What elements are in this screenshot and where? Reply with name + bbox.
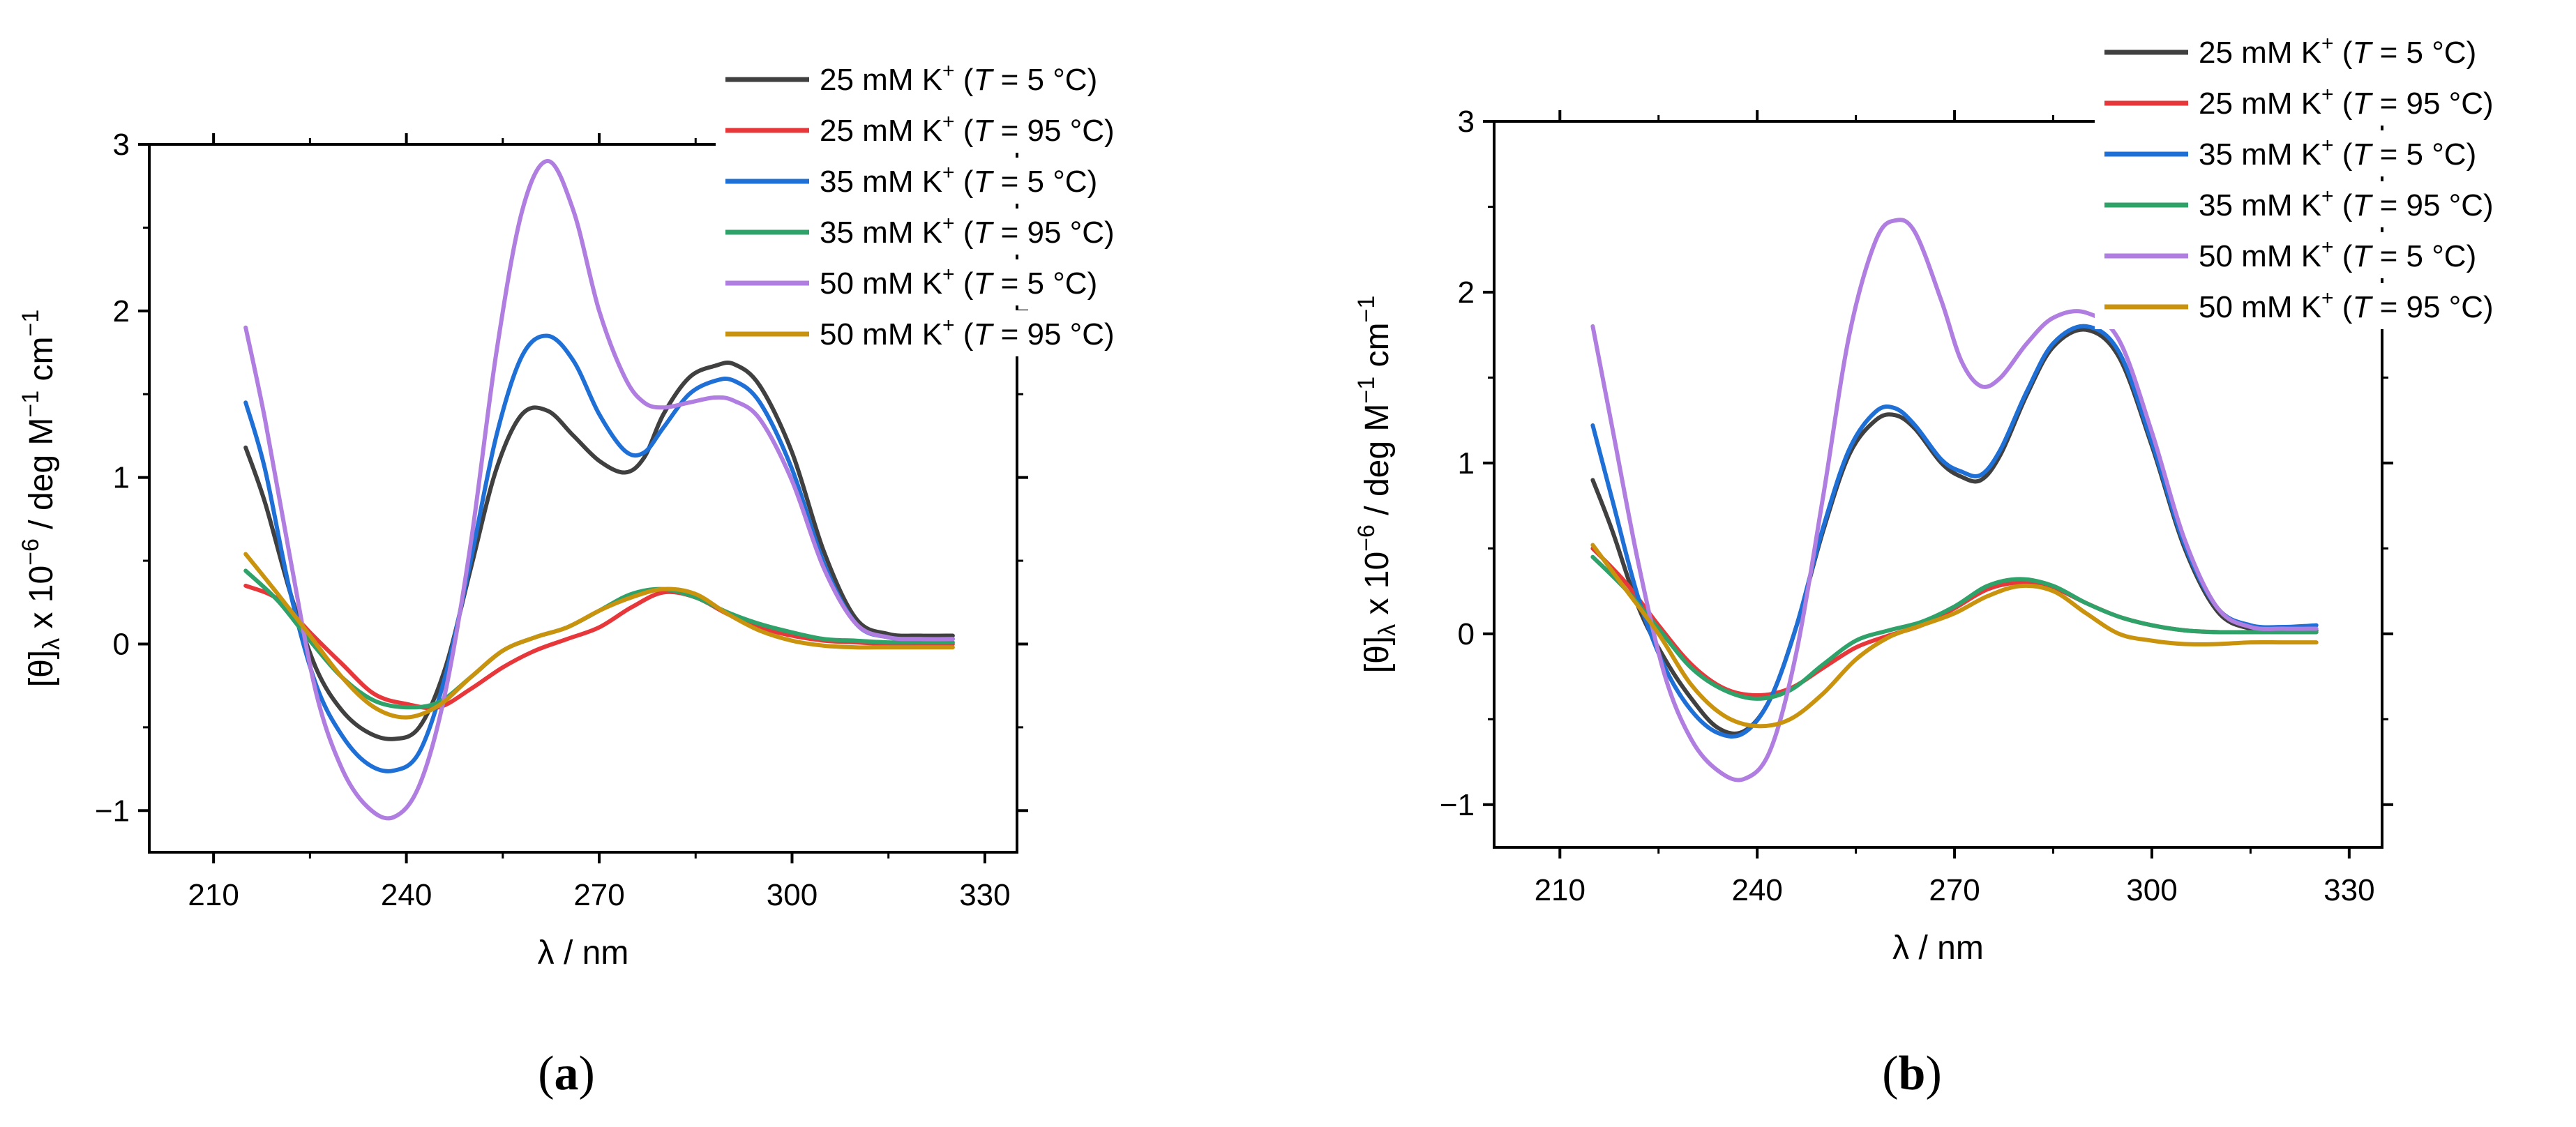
series-line-k35_95 xyxy=(1590,554,2319,701)
x-tick-label: 270 xyxy=(1929,873,1980,907)
axes-frame xyxy=(1493,120,2383,849)
x-tick-label: 210 xyxy=(188,878,239,912)
x-tick-label: 240 xyxy=(1731,873,1782,907)
legend-label-k25_95: 25 mM K+ (T = 95 °C) xyxy=(820,110,1115,148)
y-axis-label: [θ]λ x 10−6 / deg M−1 cm−1 xyxy=(17,310,65,687)
y-tick-label: −1 xyxy=(95,794,130,828)
y-tick-label: −1 xyxy=(1440,788,1475,822)
y-tick-label: 0 xyxy=(1458,617,1475,651)
y-tick-label: 2 xyxy=(1458,275,1475,310)
y-tick-label: 2 xyxy=(113,294,130,328)
legend-item-k25_95: 25 mM K+ (T = 95 °C) xyxy=(2095,80,2576,126)
panel-caption-b: (b) xyxy=(1882,1047,1942,1100)
x-tick-label: 270 xyxy=(573,878,624,912)
x-tick-label: 330 xyxy=(959,878,1010,912)
legend-item-k50_95: 50 mM K+ (T = 95 °C) xyxy=(716,310,1204,356)
legend-item-k50_5: 50 mM K+ (T = 5 °C) xyxy=(2095,232,2576,278)
chart-panel-b: 210 240 270 300 330 −1 0 1 2 3 λ / nm [θ]λ x 10−6 /… xyxy=(1353,29,2576,967)
legend-label-k35_95: 35 mM K+ (T = 95 °C) xyxy=(820,212,1115,250)
legend-item-k50_95: 50 mM K+ (T = 95 °C) xyxy=(2095,283,2576,329)
legend-label-k50_5: 50 mM K+ (T = 5 °C) xyxy=(2199,236,2476,273)
axes-frame xyxy=(148,143,1018,854)
legend-label-k25_5: 25 mM K+ (T = 5 °C) xyxy=(2199,32,2476,70)
caption-label-a: a xyxy=(554,1047,579,1100)
legend-label-k50_95: 50 mM K+ (T = 95 °C) xyxy=(2199,287,2494,324)
legend: 25 mM K+ (T = 5 °C) 25 mM K+ (T = 95 °C) 3… xyxy=(716,56,1204,356)
x-tick-label: 210 xyxy=(1535,873,1585,907)
series-line-k50_95 xyxy=(243,552,955,720)
y-tick-label: 3 xyxy=(1458,105,1475,139)
caption-label-b: b xyxy=(1898,1047,1926,1100)
y-axis-label: [θ]λ x 10−6 / deg M−1 cm−1 xyxy=(1353,296,1401,673)
legend-label-k35_95: 35 mM K+ (T = 95 °C) xyxy=(2199,185,2494,222)
legend-label-k25_95: 25 mM K+ (T = 95 °C) xyxy=(2199,83,2494,121)
x-tick-label: 300 xyxy=(2126,873,2177,907)
series-line-k25_95 xyxy=(1590,546,2319,697)
x-tick-label: 300 xyxy=(767,878,818,912)
legend-item-k35_95: 35 mM K+ (T = 95 °C) xyxy=(716,209,1204,255)
x-axis-label: λ / nm xyxy=(1892,930,1984,967)
legend-label-k25_5: 25 mM K+ (T = 5 °C) xyxy=(820,59,1097,97)
legend-item-k35_5: 35 mM K+ (T = 5 °C) xyxy=(716,158,1204,204)
legend-item-k25_95: 25 mM K+ (T = 95 °C) xyxy=(716,107,1204,153)
series-line-k50_5 xyxy=(243,158,955,821)
chart-panel-a: 210 240 270 300 330 −1 0 1 2 3 λ / nm [θ]λ x 10−6 /… xyxy=(17,56,1204,971)
series-line-k50_95 xyxy=(1590,543,2319,729)
series-line-k25_5 xyxy=(243,361,955,741)
y-tick-label: 0 xyxy=(113,627,130,661)
x-tick-label: 330 xyxy=(2323,873,2374,907)
panel-caption-a: (a) xyxy=(538,1047,595,1100)
legend-item-k25_5: 25 mM K+ (T = 5 °C) xyxy=(716,56,1204,102)
legend: 25 mM K+ (T = 5 °C) 25 mM K+ (T = 95 °C) 3… xyxy=(2095,29,2576,329)
series-line-k35_5 xyxy=(243,333,955,773)
y-tick-label: 1 xyxy=(113,461,130,495)
series-line-k35_5 xyxy=(1590,324,2319,739)
y-tick-label: 1 xyxy=(1458,446,1475,481)
legend-item-k50_5: 50 mM K+ (T = 5 °C) xyxy=(716,259,1204,305)
legend-label-k35_5: 35 mM K+ (T = 5 °C) xyxy=(2199,134,2476,172)
y-tick-label: 3 xyxy=(113,128,130,162)
legend-item-k35_95: 35 mM K+ (T = 95 °C) xyxy=(2095,181,2576,227)
legend-label-k35_5: 35 mM K+ (T = 5 °C) xyxy=(820,161,1097,199)
legend-label-k50_95: 50 mM K+ (T = 95 °C) xyxy=(820,314,1115,351)
x-axis-label: λ / nm xyxy=(538,935,629,971)
x-tick-label: 240 xyxy=(381,878,432,912)
series-line-k50_5 xyxy=(1590,218,2319,782)
legend-item-k35_5: 35 mM K+ (T = 5 °C) xyxy=(2095,130,2576,176)
legend-label-k50_5: 50 mM K+ (T = 5 °C) xyxy=(820,263,1097,301)
legend-item-k25_5: 25 mM K+ (T = 5 °C) xyxy=(2095,29,2576,75)
